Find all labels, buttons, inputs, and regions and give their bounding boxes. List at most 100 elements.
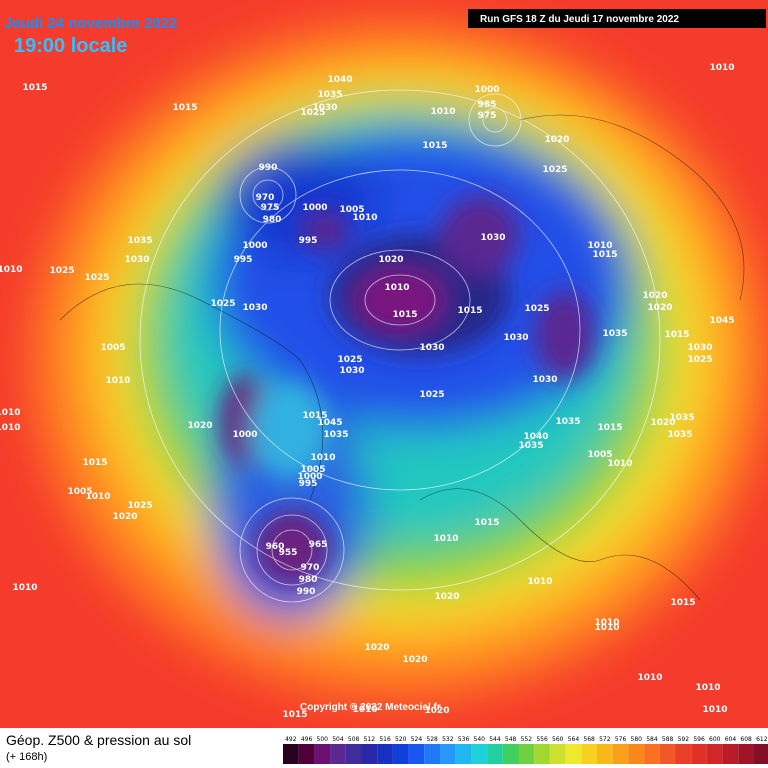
isobar-label: 1005: [587, 450, 612, 460]
isobar-label: 1020: [364, 643, 389, 653]
colorbar-label: 520: [395, 736, 407, 743]
isobar-label: 1025: [210, 299, 235, 309]
geopotential-field: [0, 0, 768, 728]
colorbar-label: 524: [411, 736, 423, 743]
isobar-label: 1040: [327, 75, 352, 85]
isobar-label: 1010: [85, 492, 110, 502]
isobar-label: 965: [309, 540, 328, 550]
isobar-label: 1005: [100, 343, 125, 353]
colorbar-swatch: [440, 744, 456, 764]
colorbar-label: 540: [474, 736, 486, 743]
colorbar-label: 604: [725, 736, 737, 743]
colorbar-label: 552: [521, 736, 533, 743]
isobar-label: 975: [478, 111, 497, 121]
colorbar-swatch: [549, 744, 566, 764]
colorbar-label: 500: [317, 736, 329, 743]
colorbar-swatch: [502, 744, 519, 764]
colorbar-label: 492: [285, 736, 297, 743]
isobar-label: 1010: [384, 283, 409, 293]
isobar-label: 1020: [434, 592, 459, 602]
isobar-label: 1010: [0, 265, 23, 275]
isobar-label: 1035: [518, 441, 543, 451]
isobar-label: 1020: [642, 291, 667, 301]
isobar-label: 1020: [378, 255, 403, 265]
colorbar-swatch: [361, 744, 378, 764]
isobar-label: 1035: [323, 430, 348, 440]
isobar-label: 1020: [402, 655, 427, 665]
colorbar-swatch: [738, 744, 754, 764]
isobar-label: 1030: [339, 366, 364, 376]
isobar-label: 1000: [242, 241, 267, 251]
isobar-label: 1025: [337, 355, 362, 365]
isobar-label: 1015: [597, 423, 622, 433]
isobar-label: 980: [263, 215, 282, 225]
run-info: Run GFS 18 Z du Jeudi 17 novembre 2022: [480, 14, 679, 25]
colorbar-swatch: [455, 744, 472, 764]
isobar-label: 1020: [187, 421, 212, 431]
isobar-label: 1010: [587, 241, 612, 251]
colorbar-label: 576: [615, 736, 627, 743]
colorbar-label: 496: [301, 736, 313, 743]
colorbar-label: 568: [583, 736, 595, 743]
colorbar-swatch: [345, 744, 362, 764]
isobar-label: 1010: [709, 63, 734, 73]
isobar-label: 1010: [433, 534, 458, 544]
colorbar-label: 572: [599, 736, 611, 743]
colorbar-swatch: [644, 744, 660, 764]
colorbar-label: 556: [536, 736, 548, 743]
colorbar-swatch: [597, 744, 613, 764]
isobar-label: 1030: [480, 233, 505, 243]
isobar-label: 985: [478, 100, 497, 110]
copyright: Copyright © 2022 Meteociel.fr: [300, 702, 441, 713]
isobar-label: 1015: [592, 250, 617, 260]
colorbar-swatch: [675, 744, 692, 764]
isobar-label: 1015: [282, 710, 307, 720]
colorbar-label: 592: [678, 736, 690, 743]
colorbar-label: 508: [348, 736, 360, 743]
isobar-label: 1045: [709, 316, 734, 326]
isobar-label: 1030: [503, 333, 528, 343]
isobar-label: 1035: [555, 417, 580, 427]
isobar-label: 1015: [302, 411, 327, 421]
colorbar-swatch: [565, 744, 582, 764]
colorbar-label: 560: [552, 736, 564, 743]
isobar-label: 1010: [430, 107, 455, 117]
isobar-label: 1035: [669, 413, 694, 423]
colorbar-label: 564: [568, 736, 580, 743]
colorbar-swatch: [330, 744, 346, 764]
isobar-label: 1015: [22, 83, 47, 93]
colorbar-swatch: [314, 744, 331, 764]
colorbar-label: 504: [332, 736, 344, 743]
colorbar-label: 516: [379, 736, 391, 743]
isobar-label: 1015: [392, 310, 417, 320]
colorbar-swatch: [283, 744, 299, 764]
isobar-label: 1015: [664, 330, 689, 340]
isobar-label: 1030: [124, 255, 149, 265]
colorbar-swatch: [424, 744, 440, 764]
isobar-label: 1030: [312, 103, 337, 113]
isobar-label: 1025: [687, 355, 712, 365]
colorbar-label: 588: [662, 736, 674, 743]
colorbar-swatch: [298, 744, 315, 764]
isobar-label: 1025: [300, 108, 325, 118]
colorbar-label: 600: [709, 736, 721, 743]
isobar-label: 1010: [695, 683, 720, 693]
isobar-label: 990: [297, 587, 316, 597]
isobar-label: 1005: [339, 205, 364, 215]
colorbar-swatch: [722, 744, 739, 764]
time: 19:00 locale: [14, 35, 127, 57]
isobar-label: 1010: [702, 705, 727, 715]
isobar-label: 995: [299, 236, 318, 246]
isobar-label: 1025: [542, 165, 567, 175]
isobar-label: 990: [259, 163, 278, 173]
isobar-label: 1030: [532, 375, 557, 385]
isobar-label: 1015: [422, 141, 447, 151]
colorbar-swatch: [518, 744, 535, 764]
isobar-label: 1010: [637, 673, 662, 683]
isobar-label: 1015: [474, 518, 499, 528]
isobar-label: 1010: [310, 453, 335, 463]
isobar-label: 1030: [687, 343, 712, 353]
colorbar-swatch: [691, 744, 707, 764]
isobar-labels: 1015101510401035103010251000985975101010…: [0, 63, 735, 720]
colorbar-label: 612: [756, 736, 768, 743]
